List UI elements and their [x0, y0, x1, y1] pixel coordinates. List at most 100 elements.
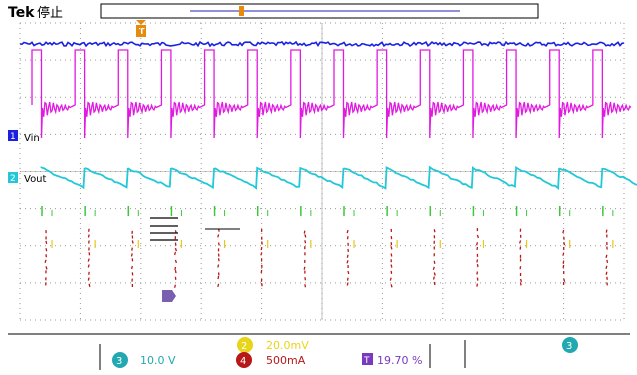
grid-dot	[225, 22, 226, 24]
grid-dot	[420, 319, 421, 321]
grid-dot	[105, 96, 106, 98]
grid-dot	[261, 173, 263, 174]
trigger-level-readout[interactable]: T 19.70 %	[362, 353, 422, 367]
ch4-spike	[304, 284, 307, 288]
grid-dot	[270, 133, 271, 135]
grid-dot	[465, 22, 466, 24]
grid-dot	[140, 158, 142, 159]
grid-dot	[420, 282, 421, 284]
grid-dot	[563, 68, 565, 69]
grid-dot	[245, 133, 246, 135]
grid-dot	[381, 308, 383, 309]
ch4-spike	[45, 248, 48, 252]
grid-dot	[19, 63, 21, 64]
grid-dot	[555, 282, 556, 284]
grid-dot	[261, 263, 263, 264]
grid-dot	[623, 263, 625, 264]
grid-dot	[365, 282, 366, 284]
grid-dot	[295, 22, 296, 24]
grid-dot	[305, 245, 306, 247]
grid-dot	[220, 59, 221, 61]
grid-dot	[623, 213, 625, 214]
grid-dot	[623, 173, 625, 174]
grid-dot	[200, 173, 202, 174]
ch4-scale-readout[interactable]: 4 500mA	[236, 352, 306, 368]
grid-dot	[605, 22, 606, 24]
grid-dot	[79, 48, 81, 49]
grid-dot	[140, 53, 142, 54]
ch1-ground-marker[interactable]: 1	[8, 130, 18, 142]
grid-dot	[620, 282, 621, 284]
grid-dot	[500, 59, 501, 61]
grid-dot	[502, 53, 504, 54]
grid-dot	[125, 282, 126, 284]
grid-dot	[502, 318, 504, 319]
ch4-spike	[346, 229, 349, 234]
grid-dot	[185, 319, 186, 321]
grid-dot	[20, 319, 21, 321]
grid-dot	[165, 59, 166, 61]
grid-dot	[330, 96, 331, 98]
grid-dot	[19, 223, 21, 224]
grid-dot	[330, 245, 331, 247]
grid-dot	[400, 96, 401, 98]
grid-dot	[79, 218, 81, 219]
grid-dot	[275, 282, 276, 284]
grid-dot	[575, 208, 576, 210]
grid-dot	[400, 319, 401, 321]
grid-dot	[19, 218, 21, 219]
grid-dot	[335, 133, 336, 135]
grid-dot	[563, 28, 565, 29]
grid-dot	[19, 93, 21, 94]
right-channel-badge[interactable]: 3	[562, 337, 578, 353]
grid-dot	[235, 245, 236, 247]
grid-dot	[405, 59, 406, 61]
grid-dot	[195, 59, 196, 61]
grid-dot	[381, 68, 383, 69]
grid-dot	[502, 103, 504, 104]
grid-dot	[245, 96, 246, 98]
grid-dot	[442, 298, 444, 299]
grid-dot	[430, 282, 431, 284]
grid-dot	[563, 233, 565, 234]
grid-dot	[350, 282, 351, 284]
grid-dot	[510, 319, 511, 321]
grid-dot	[125, 133, 126, 135]
grid-dot	[40, 96, 41, 98]
ch4-spike	[261, 241, 263, 245]
grid-dot	[215, 245, 216, 247]
grid-dot	[19, 293, 21, 294]
grid-dot	[75, 22, 76, 24]
ch2-scale-readout[interactable]: 2 20.0mV	[237, 337, 309, 353]
ch2-ground-marker[interactable]: 2	[8, 172, 18, 184]
grid-dot	[381, 113, 383, 114]
ch4-ground-marker[interactable]	[162, 290, 176, 302]
grid-dot	[70, 22, 71, 24]
grid-dot	[310, 22, 311, 24]
grid-dot	[623, 178, 625, 179]
ch3-scale-readout[interactable]: 3 10.0 V	[112, 352, 176, 368]
grid-dot	[563, 93, 565, 94]
grid-dot	[502, 293, 504, 294]
grid-dot	[35, 319, 36, 321]
grid-dot	[85, 59, 86, 61]
grid-dot	[261, 268, 263, 269]
grid-dot	[225, 96, 226, 98]
grid-dot	[380, 22, 381, 24]
grid-dot	[610, 245, 611, 247]
grid-dot	[350, 96, 351, 98]
grid-dot	[275, 59, 276, 61]
grid-dot	[442, 258, 444, 259]
grid-dot	[140, 228, 142, 229]
grid-dot	[375, 22, 376, 24]
ch4-spike	[174, 259, 178, 264]
grid-dot	[595, 59, 596, 61]
grid-dot	[450, 59, 451, 61]
grid-dot	[261, 193, 263, 194]
grid-dot	[355, 59, 356, 61]
grid-dot	[442, 283, 444, 284]
grid-dot	[150, 96, 151, 98]
grid-dot	[50, 96, 51, 98]
grid-dot	[135, 245, 136, 247]
svg-text:T: T	[363, 356, 370, 366]
